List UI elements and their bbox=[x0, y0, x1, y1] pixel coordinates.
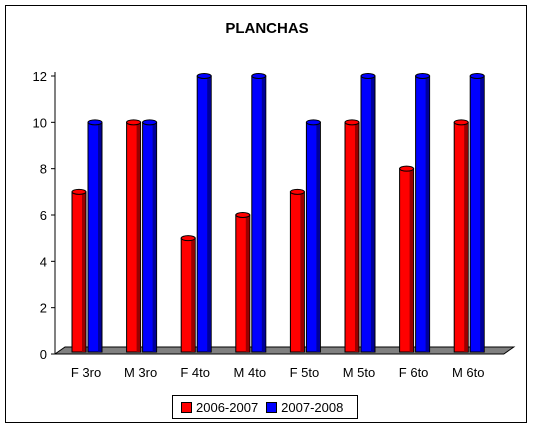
bar-2-m-4to bbox=[251, 73, 267, 353]
y-tick-label-2: 4 bbox=[40, 254, 47, 269]
legend-swatch-series-2 bbox=[266, 401, 278, 413]
legend-label-series-1: 2006-2007 bbox=[196, 399, 259, 415]
bar-1-m-5to bbox=[344, 119, 360, 353]
y-tick-label-5: 10 bbox=[33, 115, 47, 130]
x-tick-label-8: M 6to bbox=[452, 365, 485, 380]
chart-title: PLANCHAS bbox=[225, 20, 309, 37]
legend-item-series-2: 2007-2008 bbox=[266, 400, 343, 415]
bar-1-m-3ro bbox=[126, 119, 142, 353]
x-tick-label-4: M 4to bbox=[234, 365, 267, 380]
bar-1-f-4to bbox=[180, 235, 196, 353]
bar-2-m-6to bbox=[469, 73, 485, 353]
bar-2-f-5to bbox=[305, 119, 321, 353]
x-tick-label-2: M 3ro bbox=[124, 365, 157, 380]
bar-1-m-4to bbox=[235, 212, 251, 353]
y-tick-label-4: 8 bbox=[40, 162, 47, 177]
bar-2-m-3ro bbox=[142, 119, 158, 353]
x-tick-label-5: F 5to bbox=[290, 365, 320, 380]
x-tick-label-6: M 5to bbox=[343, 365, 376, 380]
x-tick-label-3: F 4to bbox=[180, 365, 210, 380]
bar-2-f-6to bbox=[415, 73, 431, 353]
bar-2-f-3ro bbox=[87, 119, 103, 353]
y-tick-label-6: 12 bbox=[33, 69, 47, 84]
y-tick-label-3: 6 bbox=[40, 208, 47, 223]
legend-swatch-series-1 bbox=[181, 401, 192, 413]
bar-1-f-6to bbox=[399, 165, 415, 353]
legend-item-series-1: 2006-2007 bbox=[181, 400, 258, 415]
bar-1-f-5to bbox=[289, 188, 305, 353]
bar-1-m-6to bbox=[453, 119, 469, 353]
x-tick-label-7: F 6to bbox=[399, 365, 429, 380]
chart-floor bbox=[53, 346, 516, 355]
bar-2-f-4to bbox=[196, 73, 212, 353]
chart-legend: 2006-2007 2007-2008 bbox=[172, 395, 358, 419]
bar-1-f-3ro bbox=[71, 188, 87, 353]
y-tick-label-1: 2 bbox=[40, 301, 47, 316]
legend-label-series-2: 2007-2008 bbox=[281, 399, 344, 415]
x-tick-label-1: F 3ro bbox=[71, 365, 101, 380]
bar-2-m-5to bbox=[360, 73, 376, 353]
y-tick-label-0: 0 bbox=[40, 347, 47, 362]
